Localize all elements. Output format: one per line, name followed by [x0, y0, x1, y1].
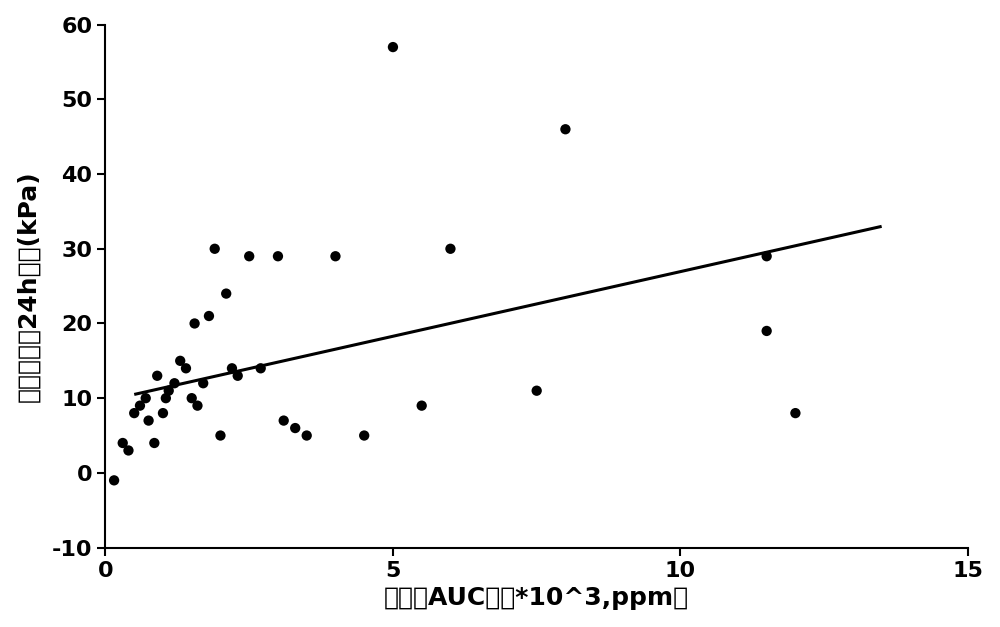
Point [115, 438, 131, 448]
Point [207, 244, 223, 254]
Point [529, 386, 545, 396]
Point [187, 319, 203, 329]
Point [299, 431, 315, 441]
Point [178, 363, 194, 373]
Point [557, 124, 573, 134]
Point [218, 288, 234, 298]
Point [149, 371, 165, 381]
Point [138, 393, 154, 403]
Point [201, 311, 217, 321]
Point [195, 378, 211, 388]
Point [172, 356, 188, 366]
X-axis label: 氢呼气AUC値（*10^3,ppm）: 氢呼气AUC値（*10^3,ppm） [384, 586, 689, 610]
Point [442, 244, 458, 254]
Point [161, 386, 177, 396]
Point [212, 431, 228, 441]
Y-axis label: 体外发酵第24h压强(kPa): 体外发酵第24h压强(kPa) [17, 171, 41, 402]
Point [759, 326, 775, 336]
Point [253, 363, 269, 373]
Point [356, 431, 372, 441]
Point [146, 438, 162, 448]
Point [224, 363, 240, 373]
Point [270, 251, 286, 261]
Point [132, 401, 148, 411]
Point [787, 408, 803, 418]
Point [230, 371, 246, 381]
Point [184, 393, 200, 403]
Point [414, 401, 430, 411]
Point [276, 416, 292, 426]
Point [241, 251, 257, 261]
Point [385, 42, 401, 52]
Point [327, 251, 343, 261]
Point [189, 401, 205, 411]
Point [155, 408, 171, 418]
Point [287, 423, 303, 433]
Point [126, 408, 142, 418]
Point [106, 475, 122, 485]
Point [120, 445, 136, 455]
Point [141, 416, 157, 426]
Point [166, 378, 182, 388]
Point [759, 251, 775, 261]
Point [158, 393, 174, 403]
